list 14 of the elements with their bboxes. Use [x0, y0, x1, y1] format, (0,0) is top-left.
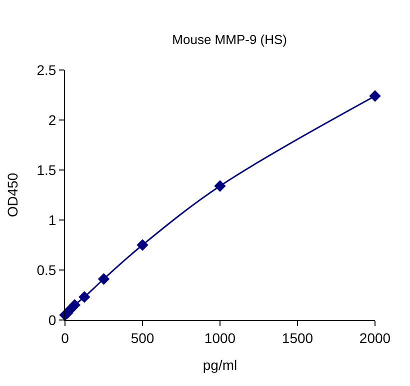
chart-title: Mouse MMP-9 (HS)	[172, 32, 288, 47]
y-tick-label: 1.5	[36, 162, 56, 178]
x-tick-label: 1000	[204, 330, 236, 346]
y-tick-label: 0	[48, 312, 56, 328]
x-axis-title: pg/ml	[202, 357, 238, 374]
x-tick-label: 0	[61, 330, 70, 346]
x-tick-label: 2000	[359, 330, 391, 346]
y-tick-label: 1	[48, 212, 56, 228]
x-tick-label: 1500	[282, 330, 314, 346]
x-tick-label: 500	[130, 330, 154, 346]
y-tick-label: 2.5	[36, 62, 56, 78]
y-tick-label: 2	[48, 112, 56, 128]
y-axis-title: OD450	[4, 172, 20, 218]
y-tick-label: 0.5	[36, 262, 56, 278]
